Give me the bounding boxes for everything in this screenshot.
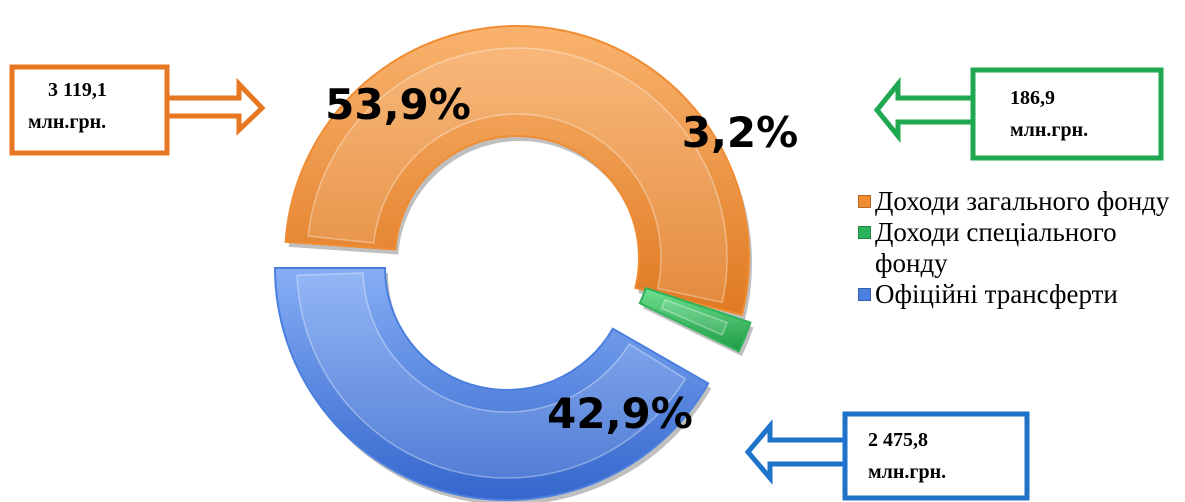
callout-special-fund-text: 186,9 млн.грн. bbox=[1010, 82, 1088, 146]
arrow-icon bbox=[164, 77, 266, 136]
legend-item-transfers: Офіційні трансферти bbox=[858, 279, 1178, 310]
amount-unit: млн.грн. bbox=[28, 111, 107, 133]
slice-special-fund bbox=[638, 286, 752, 353]
percent-label: 53,9% bbox=[325, 80, 471, 129]
legend-item-general-fund: Доходи загального фонду bbox=[858, 186, 1178, 217]
legend-swatch bbox=[858, 226, 871, 239]
amount-unit: млн.грн. bbox=[868, 461, 947, 483]
slice-special-fund-bevel bbox=[660, 298, 729, 336]
legend-swatch bbox=[858, 195, 871, 208]
amount-value: 2 475,8 bbox=[868, 429, 928, 451]
callout-transfers-text: 2 475,8 млн.грн. bbox=[868, 424, 946, 488]
arrow-icon bbox=[873, 76, 976, 144]
callout-special-fund-box bbox=[970, 67, 1164, 161]
legend-item-special-fund: Доходи спеціального фонду bbox=[858, 217, 1178, 279]
arrow-icon bbox=[744, 419, 848, 485]
legend-label: Доходи спеціального фонду bbox=[875, 217, 1117, 278]
amount-value: 3 119,1 bbox=[48, 79, 107, 101]
chart-legend: Доходи загального фонду Доходи спеціальн… bbox=[858, 186, 1178, 310]
slice-transfers-bevel bbox=[296, 272, 687, 479]
percent-label: 42,9% bbox=[547, 389, 693, 438]
legend-label: Доходи загального фонду bbox=[875, 186, 1170, 216]
slice-transfers bbox=[273, 267, 710, 501]
callout-general-fund-text: 3 119,1 млн.грн. bbox=[28, 74, 107, 138]
percent-label: 3,2% bbox=[682, 108, 798, 157]
legend-swatch bbox=[858, 288, 871, 301]
slice-general-fund-bevel bbox=[307, 47, 728, 304]
legend-label: Офіційні трансферти bbox=[875, 279, 1118, 309]
amount-value: 186,9 bbox=[1010, 87, 1055, 109]
slice-general-fund bbox=[284, 25, 750, 317]
amount-unit: млн.грн. bbox=[1010, 119, 1089, 141]
